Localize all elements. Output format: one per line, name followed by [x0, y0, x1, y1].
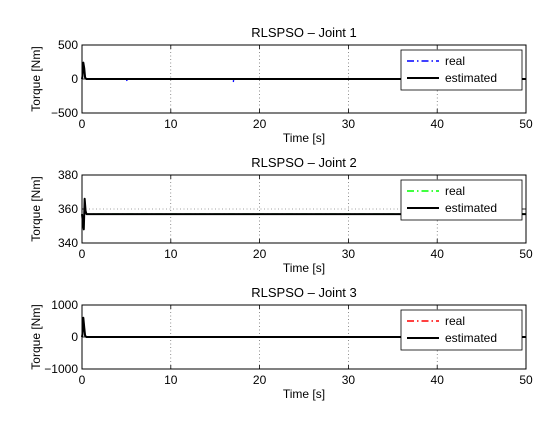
joint-2-x-axis-label: Time [s]	[283, 261, 325, 275]
joint-2-legend-label-real: real	[445, 184, 465, 198]
joint-2-x-tick-label: 0	[79, 247, 86, 261]
joint-3-x-tick-label: 40	[431, 373, 445, 387]
joint-1-y-tick-label: −500	[51, 106, 78, 120]
joint-3-y-tick-label: 1000	[51, 298, 78, 312]
joint-3-y-tick-label: 0	[71, 330, 78, 344]
joint-3-x-tick-label: 10	[164, 373, 178, 387]
joint-1-x-tick-label: 50	[519, 117, 533, 131]
joint-1-legend-label-real: real	[445, 54, 465, 68]
joint-3-legend-label-real: real	[445, 314, 465, 328]
joint-3-legend-box	[400, 309, 523, 351]
joint-2-x-tick-label: 30	[342, 247, 356, 261]
joint-2-y-tick-label: 360	[58, 202, 78, 216]
joint-2-legend-box	[400, 179, 523, 221]
joint-1-chart-title: RLSPSO – Joint 1	[251, 25, 357, 40]
joint-1-x-tick-label: 0	[79, 117, 86, 131]
joint-1-x-tick-label: 30	[342, 117, 356, 131]
joint-3-legend-label-estimated: estimated	[445, 331, 497, 345]
joint-3-x-tick-label: 50	[519, 373, 533, 387]
joint-1-x-tick-label: 10	[164, 117, 178, 131]
joint-2-x-tick-label: 40	[431, 247, 445, 261]
joint-2-chart-title: RLSPSO – Joint 2	[251, 155, 357, 170]
joint-1-legend-label-estimated: estimated	[445, 71, 497, 85]
joint-1-y-tick-label: 500	[58, 38, 78, 52]
joint-3-series-estimated-line	[81, 316, 526, 338]
joint-2-x-tick-label: 20	[253, 247, 267, 261]
joint-2-y-axis-label: Torque [Nm]	[29, 176, 43, 241]
joint-1-legend-box	[400, 49, 523, 91]
joint-3-x-tick-label: 0	[79, 373, 86, 387]
joint-2-series-estimated-line	[81, 197, 526, 231]
joint-3-x-tick-label: 30	[342, 373, 356, 387]
joint-3-x-tick-label: 20	[253, 373, 267, 387]
joint-2-y-tick-label: 380	[58, 168, 78, 182]
joint-1-x-tick-label: 40	[431, 117, 445, 131]
joint-2-x-tick-label: 50	[519, 247, 533, 261]
joint-3-x-axis-label: Time [s]	[283, 387, 325, 401]
joint-3-y-axis-label: Torque [Nm]	[29, 304, 43, 369]
joint-1-y-axis-label: Torque [Nm]	[29, 46, 43, 111]
joint-2-legend-label-estimated: estimated	[445, 201, 497, 215]
joint-2-x-tick-label: 10	[164, 247, 178, 261]
joint-1-x-tick-label: 20	[253, 117, 267, 131]
joint-1-x-axis-label: Time [s]	[283, 131, 325, 145]
joint-1-series-estimated-line	[81, 61, 526, 80]
joint-2-y-tick-label: 340	[58, 236, 78, 250]
joint-1-y-tick-label: 0	[71, 72, 78, 86]
joint-3-y-tick-label: −1000	[44, 362, 78, 376]
joint-3-chart-title: RLSPSO – Joint 3	[251, 285, 357, 300]
